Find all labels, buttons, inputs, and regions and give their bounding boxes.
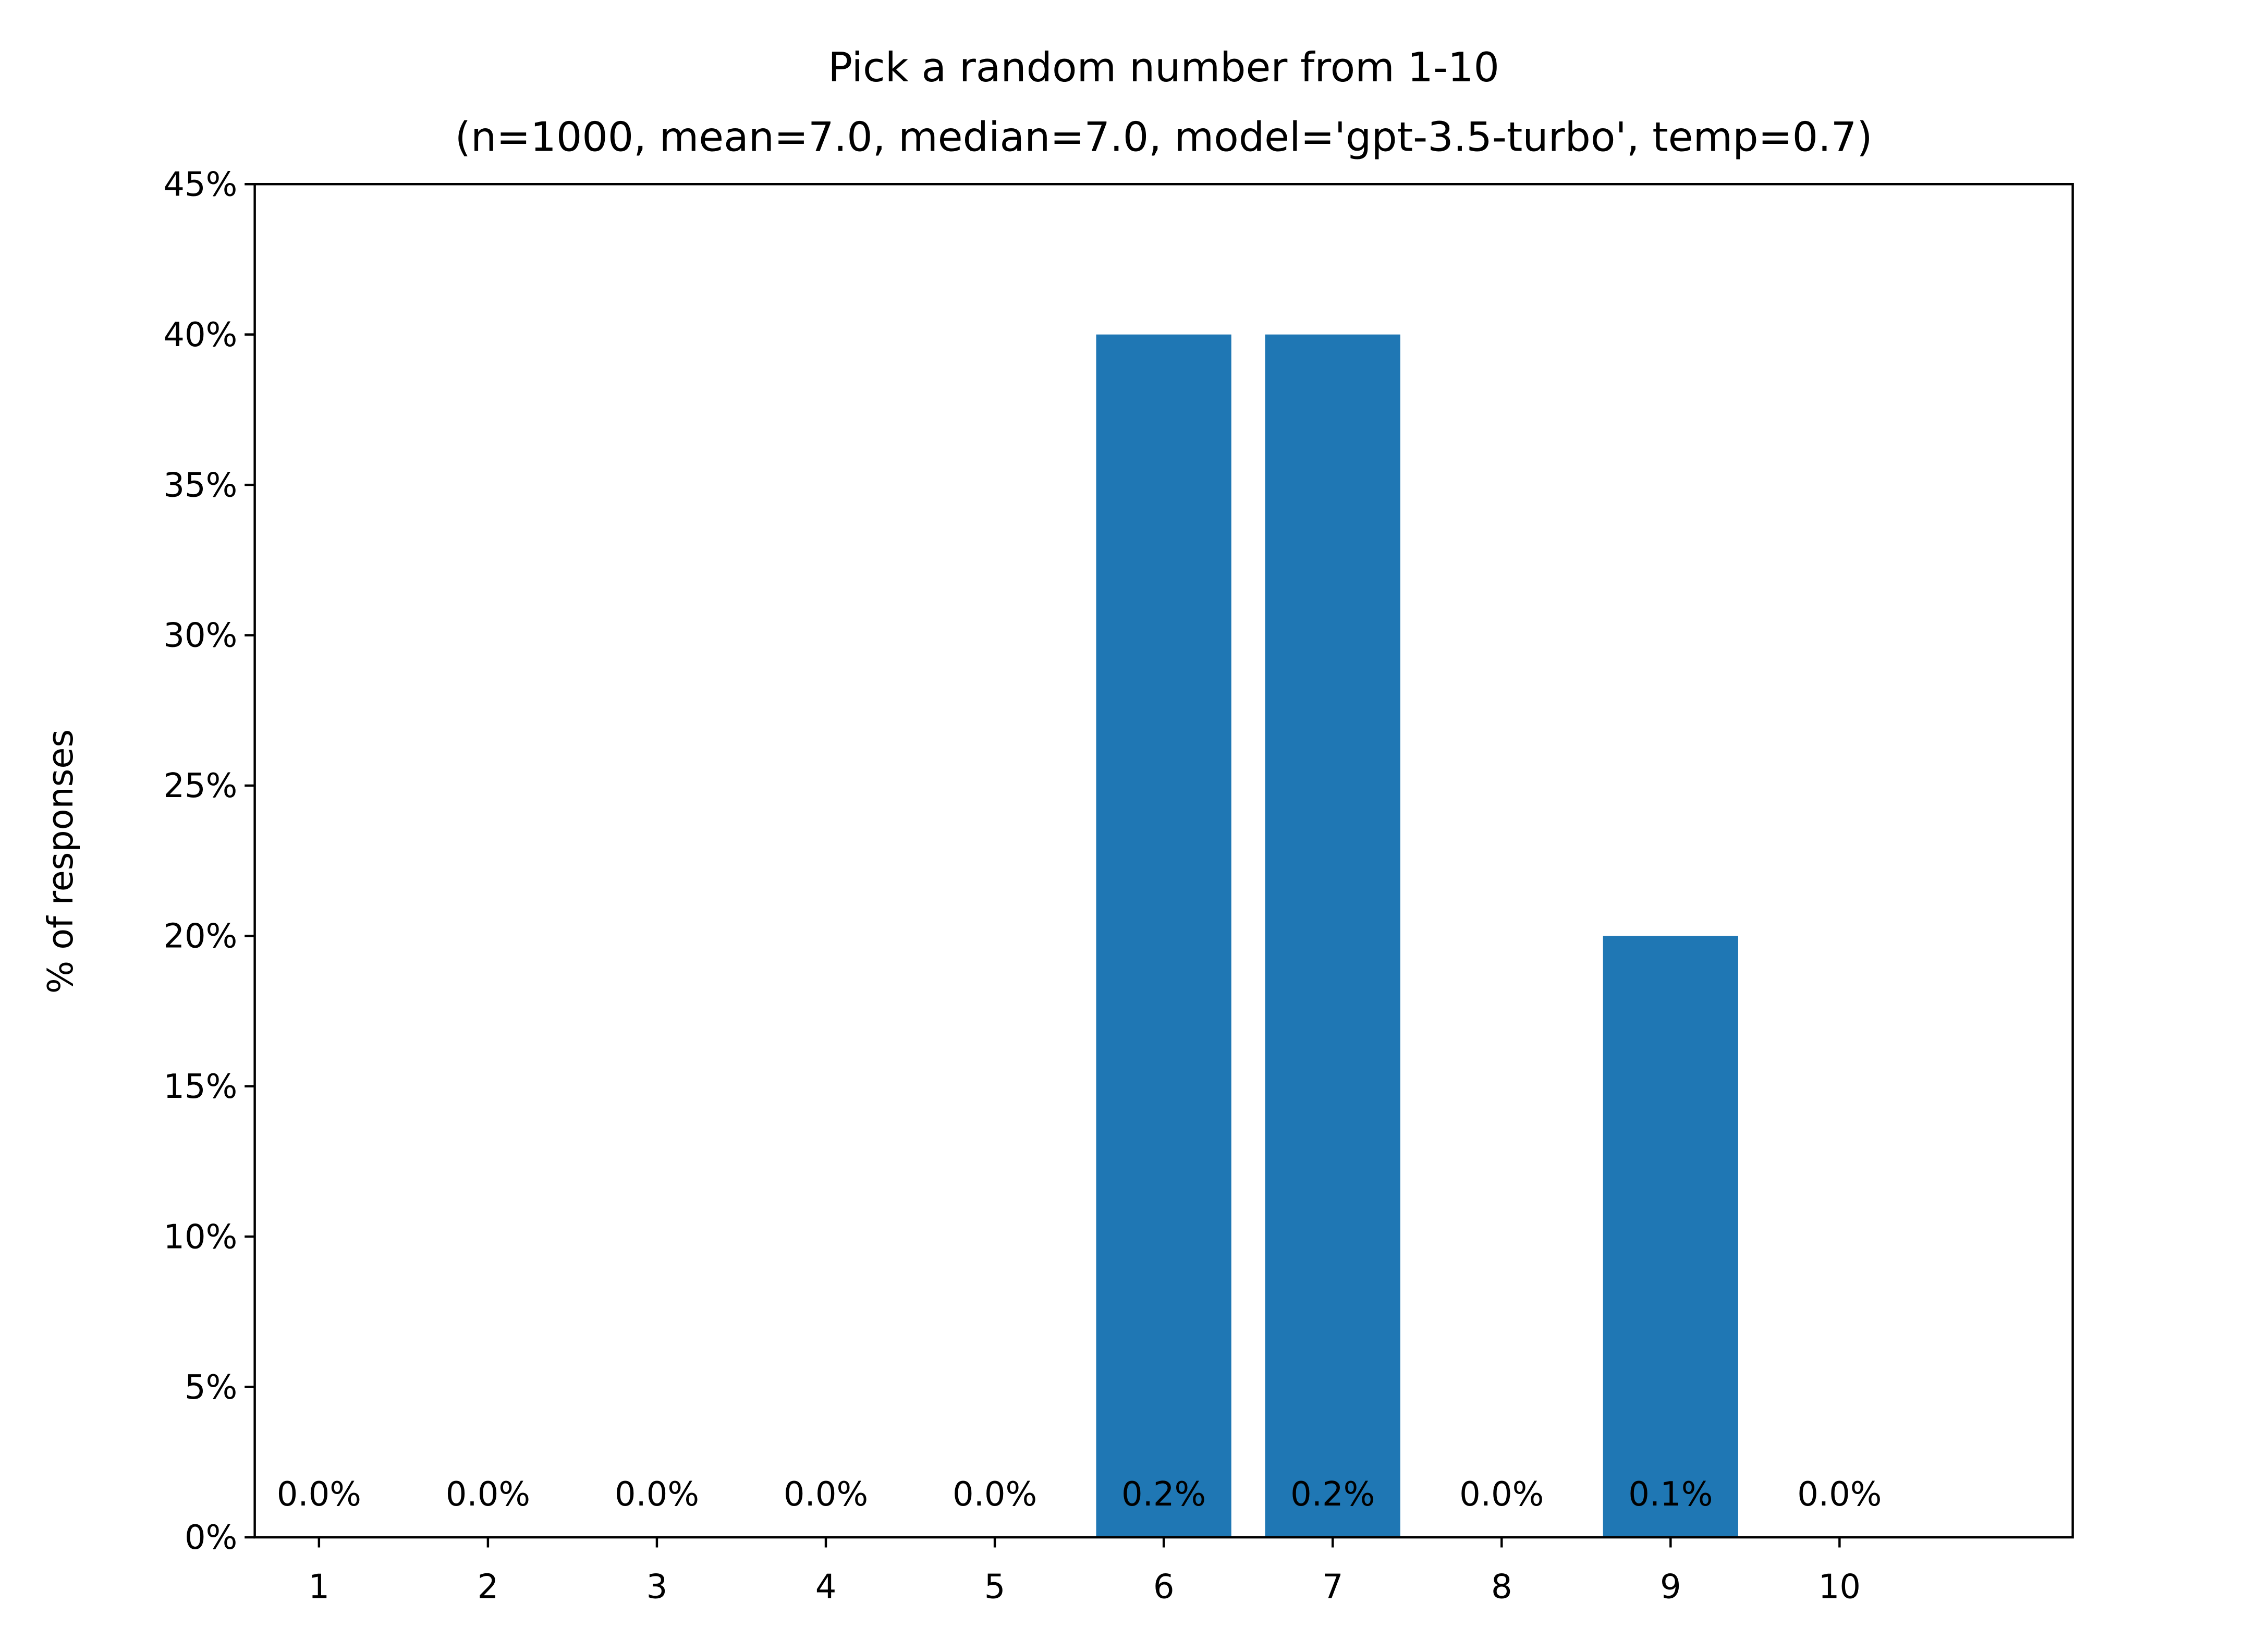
bar (1265, 334, 1400, 1538)
x-tick-label: 2 (478, 1568, 499, 1607)
value-label: 0.0% (615, 1475, 699, 1514)
value-label: 0.0% (1459, 1475, 1544, 1514)
x-tick-label: 3 (646, 1568, 668, 1607)
value-label: 0.0% (277, 1475, 361, 1514)
value-label: 0.2% (1121, 1475, 1206, 1514)
y-tick-label: 40% (163, 316, 237, 354)
x-tick-label: 9 (1660, 1568, 1681, 1607)
value-label: 0.2% (1290, 1475, 1375, 1514)
y-tick-label: 35% (163, 466, 237, 505)
y-tick-label: 20% (163, 917, 237, 956)
value-label: 0.0% (446, 1475, 530, 1514)
y-tick-label: 25% (163, 767, 237, 805)
value-label: 0.1% (1628, 1475, 1713, 1514)
y-axis-label: % of responses (40, 729, 81, 994)
y-tick-label: 10% (163, 1218, 237, 1256)
x-tick-label: 1 (309, 1568, 330, 1607)
x-tick-label: 6 (1153, 1568, 1175, 1607)
y-tick-label: 30% (163, 617, 237, 655)
y-tick-label: 0% (185, 1519, 237, 1557)
y-tick-label: 5% (185, 1368, 237, 1407)
y-tick-label: 45% (163, 165, 237, 204)
x-tick-label: 10 (1818, 1568, 1861, 1607)
y-tick-label: 15% (163, 1068, 237, 1106)
value-label: 0.0% (784, 1475, 868, 1514)
x-tick-label: 8 (1491, 1568, 1512, 1607)
bar (1603, 936, 1738, 1538)
value-label: 0.0% (1797, 1475, 1882, 1514)
x-tick-label: 5 (984, 1568, 1006, 1607)
x-tick-label: 7 (1322, 1568, 1344, 1607)
chart-title: Pick a random number from 1-10 (828, 44, 1499, 91)
chart-subtitle: (n=1000, mean=7.0, median=7.0, model='gp… (455, 114, 1873, 161)
value-label: 0.0% (953, 1475, 1037, 1514)
x-tick-label: 4 (815, 1568, 837, 1607)
plot-frame (253, 182, 2074, 1539)
bar (1096, 334, 1231, 1538)
